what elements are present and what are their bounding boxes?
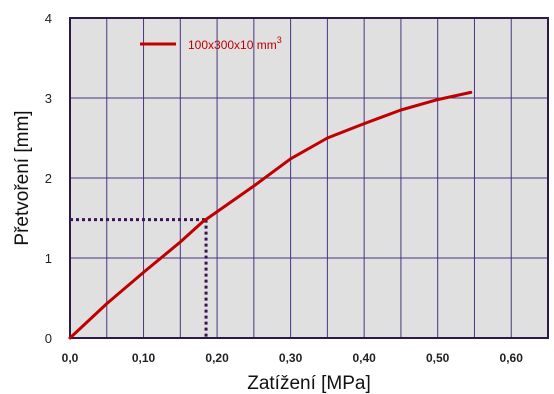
x-tick-label: 0,20 <box>205 351 229 365</box>
y-tick-label: 0 <box>45 331 52 346</box>
y-axis-label: Přetvoření [mm] <box>12 110 33 245</box>
legend-label: 100x300x10 mm3 <box>188 35 282 52</box>
y-tick-labels: 0 1 2 3 4 <box>45 11 52 346</box>
x-tick-labels: 0,0 0,10 0,20 0,30 0,40 0,50 0,60 <box>62 351 524 365</box>
x-tick-label: 0,40 <box>352 351 376 365</box>
y-tick-label: 3 <box>45 91 52 106</box>
x-tick-label: 0,10 <box>132 351 156 365</box>
legend-label-superscript: 3 <box>277 35 282 45</box>
x-tick-label: 0,30 <box>279 351 303 365</box>
y-tick-label: 4 <box>45 11 52 26</box>
grid <box>70 18 548 338</box>
guide-lines <box>70 218 208 338</box>
x-tick-label: 0,60 <box>500 351 524 365</box>
x-tick-label: 0,0 <box>62 351 79 365</box>
legend: 100x300x10 mm3 <box>140 35 282 52</box>
series-layer <box>68 90 473 340</box>
legend-label-text: 100x300x10 mm <box>188 38 277 52</box>
series-line <box>68 90 473 340</box>
y-tick-label: 1 <box>45 251 52 266</box>
y-tick-label: 2 <box>45 171 52 186</box>
plot-frame <box>69 17 549 339</box>
x-axis-label: Zatížení [MPa] <box>247 373 371 394</box>
x-tick-label: 0,50 <box>426 351 450 365</box>
